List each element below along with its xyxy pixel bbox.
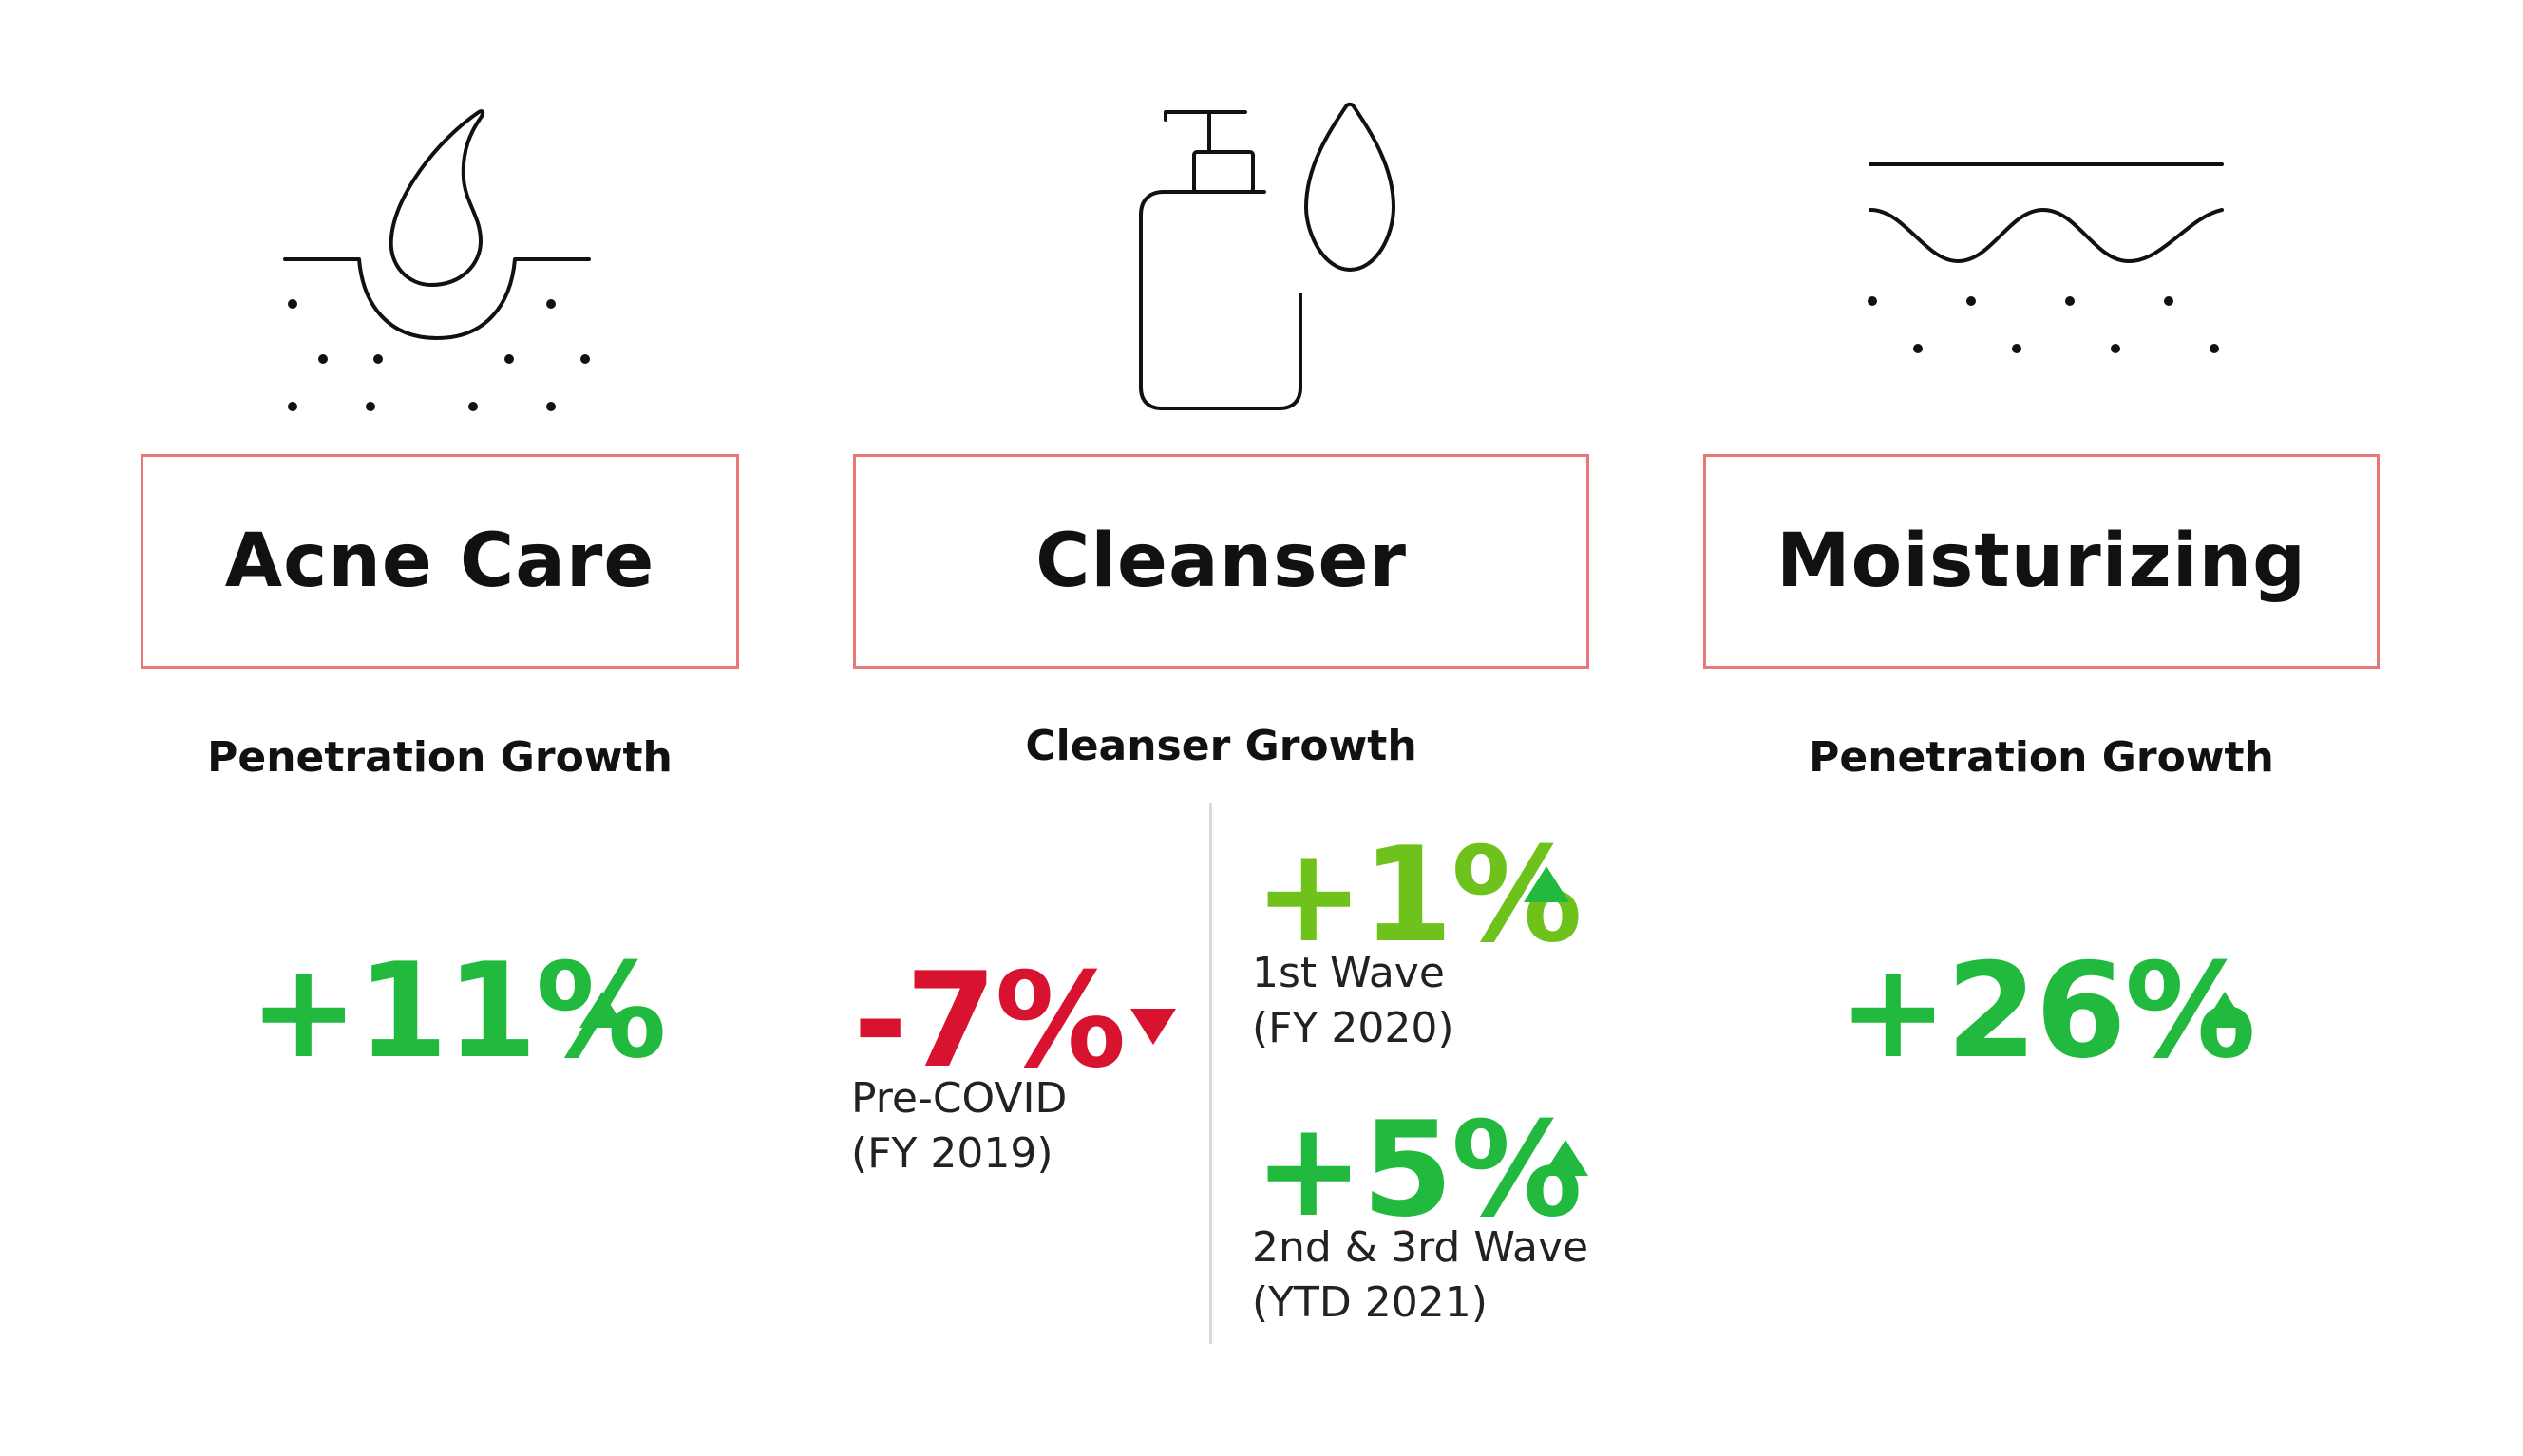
period-pre-covid: Pre-COVID	[851, 1074, 1068, 1123]
category-box-cleanser: Cleanser	[853, 454, 1589, 669]
cleanser-divider	[1209, 803, 1212, 1344]
category-label-acne-care: Acne Care	[224, 519, 655, 604]
trend-up-icon	[1543, 1140, 1588, 1176]
trend-up-icon	[1524, 866, 1569, 902]
skin-wave-layer-icon	[1868, 162, 2224, 353]
category-label-cleanser: Cleanser	[1035, 519, 1407, 604]
category-box-acne-care: Acne Care	[141, 454, 739, 669]
category-label-moisturizing: Moisturizing	[1776, 519, 2306, 604]
period-1st-wave: 1st Wave	[1252, 949, 1445, 997]
stat-cleanser-2nd-3rd-wave: +5%	[1254, 1093, 1583, 1246]
detail-2nd-3rd-wave: (YTD 2021)	[1252, 1278, 1488, 1327]
trend-up-icon	[2202, 992, 2248, 1028]
period-2nd-3rd-wave: 2nd & 3rd Wave	[1252, 1223, 1589, 1272]
trend-up-icon	[579, 992, 625, 1028]
skin-pore-drop-icon	[283, 109, 591, 411]
category-box-moisturizing: Moisturizing	[1703, 454, 2380, 669]
detail-1st-wave: (FY 2020)	[1252, 1004, 1454, 1052]
heading-acne-care: Penetration Growth	[207, 733, 673, 782]
heading-moisturizing: Penetration Growth	[1809, 733, 2274, 782]
heading-cleanser: Cleanser Growth	[1025, 722, 1417, 770]
pump-bottle-drop-icon	[1139, 102, 1395, 410]
trend-down-icon	[1130, 1009, 1176, 1045]
detail-pre-covid: (FY 2019)	[851, 1129, 1053, 1178]
stat-moisturizing: +26%	[1838, 935, 2256, 1087]
stat-cleanser-pre-covid: -7%	[853, 944, 1127, 1097]
